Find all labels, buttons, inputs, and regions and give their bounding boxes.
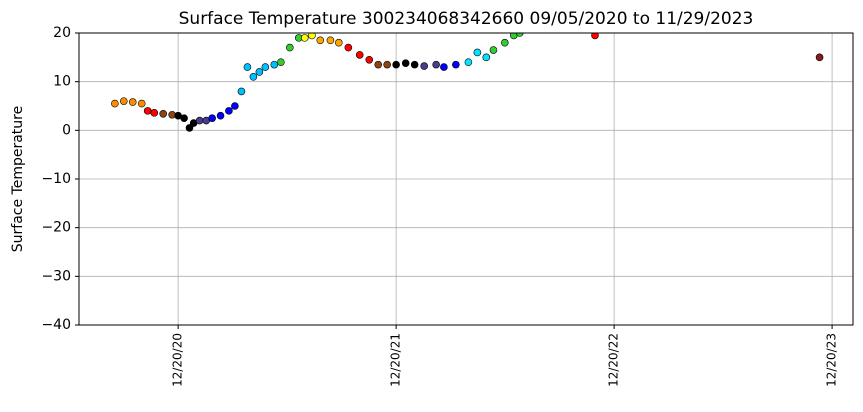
data-point [243,63,252,71]
data-point [286,43,294,52]
data-point [143,107,152,115]
data-point [501,38,509,47]
y-axis-label: Surface Temperature [10,106,26,252]
data-point [344,43,353,52]
data-point [300,34,309,42]
y-tick-label: 10 [53,74,71,90]
data-point [225,107,233,115]
data-point [137,99,146,108]
data-point [482,53,491,62]
y-tick-label: −40 [41,317,71,333]
data-point [261,63,270,71]
data-point [452,60,460,69]
y-tick-label: −30 [41,268,71,284]
data-point [515,33,524,37]
data-point [185,124,194,132]
data-point [195,116,204,125]
data-point [270,60,279,69]
chart-title: Surface Temperature 300234068342660 09/0… [179,9,754,29]
data-point [591,33,599,40]
data-point [128,98,137,106]
data-point [237,87,246,96]
y-tick-label: −10 [41,171,71,187]
x-tick-label: 12/20/22 [607,333,621,387]
data-point [432,60,440,69]
data-point [464,58,473,67]
data-point [410,60,419,69]
x-tick-label: 12/20/20 [171,333,185,387]
data-point [815,53,824,62]
data-point [111,99,119,108]
data-point [316,36,325,45]
data-point [334,38,343,47]
data-point [365,55,374,64]
data-point [473,48,482,57]
data-point [231,102,239,110]
data-point [216,111,225,120]
data-point [440,63,448,71]
data-point [308,33,316,40]
data-point [150,109,159,117]
data-point [180,114,188,122]
data-point [119,97,128,105]
data-point [383,60,391,69]
data-point [208,114,216,122]
data-point [392,60,400,69]
data-point [374,60,383,69]
data-point [401,59,410,67]
y-tick-label: −20 [41,220,71,236]
data-point [277,58,285,67]
data-point [489,46,498,54]
data-point [355,51,364,59]
data-point [326,36,335,45]
y-tick-label: 20 [53,25,71,41]
y-tick-label: 0 [62,122,71,138]
data-point [420,62,428,70]
data-point [255,68,264,76]
data-point [159,109,168,118]
data-point [249,73,258,81]
x-tick-label: 12/20/21 [389,333,403,387]
x-tick-label: 12/20/23 [825,333,839,387]
